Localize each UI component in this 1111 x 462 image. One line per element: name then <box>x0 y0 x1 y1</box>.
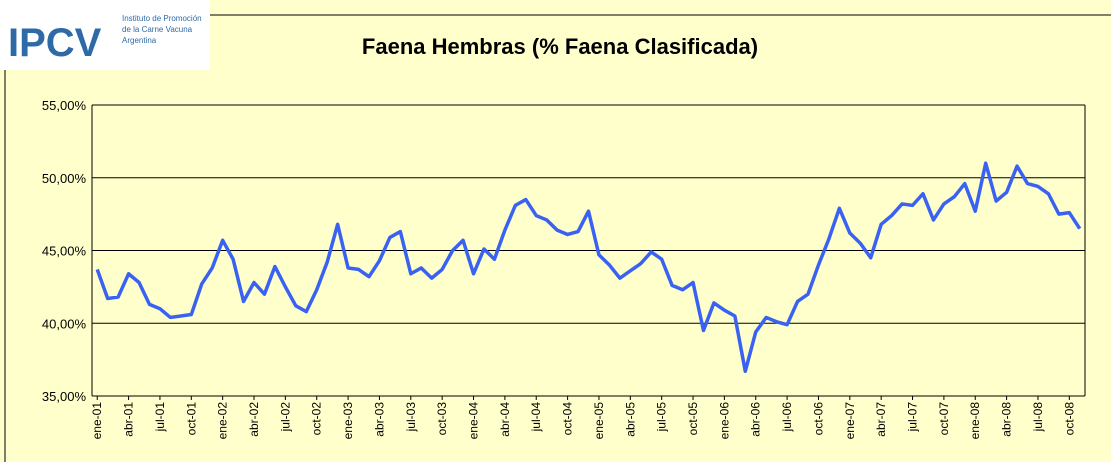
x-tick-label: oct-06 <box>811 402 825 436</box>
x-tick-label: oct-05 <box>686 402 700 436</box>
x-tick-label: ene-01 <box>90 402 104 440</box>
data-line <box>95 161 1082 374</box>
chart-title: Faena Hembras (% Faena Clasificada) <box>362 34 758 59</box>
x-tick-label: jul-02 <box>278 402 292 433</box>
x-tick-label: oct-07 <box>937 402 951 436</box>
x-tick-label: abr-04 <box>498 402 512 437</box>
x-tick-label: ene-08 <box>968 402 982 440</box>
x-tick-label: jul-08 <box>1031 402 1045 433</box>
x-tick-label: jul-05 <box>655 402 669 433</box>
x-tick-label: abr-02 <box>247 402 261 437</box>
x-tick-label: oct-04 <box>561 402 575 436</box>
x-tick-label: abr-08 <box>1000 402 1014 437</box>
logo-text: Instituto de Promoción <box>122 14 202 23</box>
y-tick-label: 45,00% <box>42 244 87 259</box>
y-tick-label: 40,00% <box>42 316 87 331</box>
x-tick-label: ene-07 <box>843 402 857 440</box>
y-tick-label: 55,00% <box>42 98 87 113</box>
y-tick-label: 50,00% <box>42 171 87 186</box>
x-tick-label: ene-02 <box>216 402 230 440</box>
x-tick-label: jul-07 <box>906 402 920 433</box>
x-tick-label: abr-03 <box>372 402 386 437</box>
x-tick-label: ene-03 <box>341 402 355 440</box>
x-tick-label: oct-02 <box>310 402 324 436</box>
x-tick-label: oct-01 <box>184 402 198 436</box>
x-tick-label: abr-01 <box>122 402 136 437</box>
x-tick-label: oct-08 <box>1062 402 1076 436</box>
x-tick-label: ene-05 <box>592 402 606 440</box>
x-tick-label: jul-01 <box>153 402 167 433</box>
x-tick-label: jul-06 <box>780 402 794 433</box>
x-tick-label: abr-07 <box>874 402 888 437</box>
x-tick-label: jul-03 <box>404 402 418 433</box>
x-tick-label: abr-05 <box>623 402 637 437</box>
x-tick-label: jul-04 <box>529 402 543 433</box>
logo-text: de la Carne Vacuna <box>122 25 193 34</box>
x-tick-label: abr-06 <box>749 402 763 437</box>
y-tick-label: 35,00% <box>42 389 87 404</box>
x-tick-label: ene-06 <box>717 402 731 440</box>
logo-mark: IPCV <box>8 21 102 65</box>
logo-text: Argentina <box>122 36 157 45</box>
logo-box <box>0 0 210 70</box>
x-tick-label: oct-03 <box>435 402 449 436</box>
x-tick-label: ene-04 <box>467 402 481 440</box>
